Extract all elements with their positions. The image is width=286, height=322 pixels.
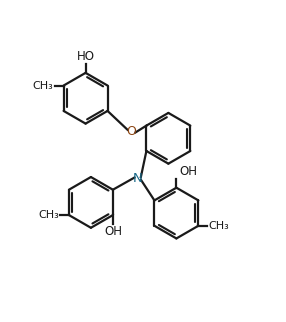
Text: CH₃: CH₃ xyxy=(38,210,59,220)
Text: HO: HO xyxy=(77,50,95,63)
Text: OH: OH xyxy=(104,225,122,238)
Text: CH₃: CH₃ xyxy=(208,221,229,231)
Text: N: N xyxy=(133,172,142,185)
Text: O: O xyxy=(127,125,136,137)
Text: CH₃: CH₃ xyxy=(33,80,53,90)
Text: OH: OH xyxy=(179,165,197,177)
